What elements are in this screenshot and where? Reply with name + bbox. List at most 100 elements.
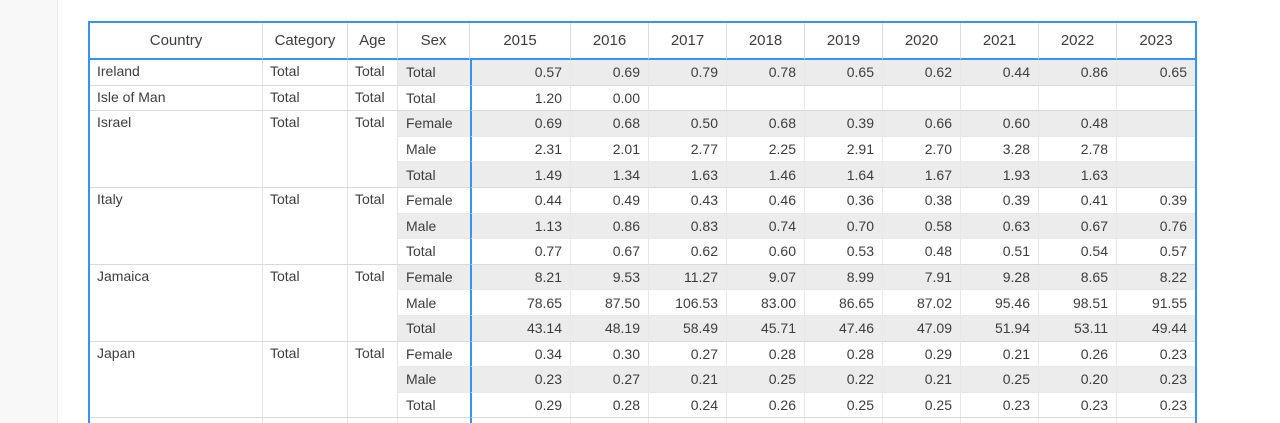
value-cell: 0.86 bbox=[1039, 60, 1117, 86]
sex-cell: Total bbox=[398, 85, 470, 112]
value-cell bbox=[1117, 136, 1195, 163]
value-cell: 0.21 bbox=[961, 341, 1039, 368]
value-cell bbox=[1117, 418, 1195, 423]
value-cell: 0.41 bbox=[1039, 187, 1117, 214]
table-row-partial bbox=[90, 418, 1195, 423]
value-cell: 0.27 bbox=[649, 341, 727, 368]
value-cell: 8.21 bbox=[470, 264, 571, 291]
value-cell: 0.65 bbox=[1117, 60, 1195, 86]
value-cell: 1.93 bbox=[961, 162, 1039, 188]
column-header-2019: 2019 bbox=[805, 23, 883, 60]
value-cell: 2.01 bbox=[571, 136, 649, 163]
left-panel bbox=[0, 0, 58, 423]
sex-cell: Total bbox=[398, 162, 470, 188]
table-row: Ireland Total Total Total 0.57 0.69 0.79 0.78 0.… bbox=[90, 60, 1195, 86]
value-cell: 0.22 bbox=[805, 367, 883, 393]
value-cell bbox=[649, 85, 727, 112]
value-cell: 0.24 bbox=[649, 392, 727, 419]
table-header-row: Country Category Age Sex 2015 2016 2017 2018 201… bbox=[90, 23, 1195, 60]
value-cell: 47.46 bbox=[805, 315, 883, 342]
value-cell: 48.19 bbox=[571, 315, 649, 342]
column-header-2017: 2017 bbox=[649, 23, 727, 60]
value-cell: 0.43 bbox=[649, 187, 727, 214]
value-cell bbox=[727, 418, 805, 423]
category-cell: Total bbox=[263, 264, 348, 342]
value-cell: 0.49 bbox=[571, 187, 649, 214]
table-row: Total 0.77 0.67 0.62 0.60 0.53 0.48 0.51 0.54 0.5… bbox=[90, 239, 1195, 265]
value-cell: 98.51 bbox=[1039, 290, 1117, 316]
value-cell: 87.50 bbox=[571, 290, 649, 316]
value-cell: 0.69 bbox=[470, 111, 571, 137]
country-cell: Japan bbox=[90, 341, 263, 419]
value-cell: 0.23 bbox=[1117, 367, 1195, 393]
category-cell: Total bbox=[263, 187, 348, 265]
value-cell: 7.91 bbox=[883, 264, 961, 291]
table-row: Male 1.13 0.86 0.83 0.74 0.70 0.58 0.63 0.67 0.76 bbox=[90, 213, 1195, 240]
country-cell: Jamaica bbox=[90, 264, 263, 342]
stub-cell bbox=[263, 418, 348, 423]
value-cell: 0.21 bbox=[649, 367, 727, 393]
value-cell: 0.67 bbox=[571, 239, 649, 265]
table-row: Japan Total Total Female 0.34 0.30 0.27 0.28 0.2… bbox=[90, 341, 1195, 419]
value-cell bbox=[961, 85, 1039, 112]
value-cell: 0.23 bbox=[1039, 392, 1117, 419]
value-cell bbox=[727, 85, 805, 112]
value-cell: 0.23 bbox=[1117, 341, 1195, 368]
category-cell: Total bbox=[263, 111, 348, 188]
age-cell: Total bbox=[348, 341, 398, 419]
category-cell: Total bbox=[263, 85, 348, 112]
value-cell: 1.64 bbox=[805, 162, 883, 188]
column-header-2022: 2022 bbox=[1039, 23, 1117, 60]
value-cell: 0.23 bbox=[470, 367, 571, 393]
value-cell: 0.48 bbox=[1039, 111, 1117, 137]
table-row: Male 78.65 87.50 106.53 83.00 86.65 87.02 95.46… bbox=[90, 290, 1195, 316]
statistics-table: Country Category Age Sex 2015 2016 2017 2018 201… bbox=[88, 21, 1197, 423]
value-cell: 0.63 bbox=[961, 213, 1039, 240]
value-cell: 0.65 bbox=[805, 60, 883, 86]
value-cell bbox=[883, 85, 961, 112]
value-cell: 0.44 bbox=[470, 187, 571, 214]
sex-cell: Total bbox=[398, 392, 470, 419]
value-cell: 0.25 bbox=[883, 392, 961, 419]
value-cell: 0.28 bbox=[571, 392, 649, 419]
category-cell: Total bbox=[263, 341, 348, 419]
value-cell: 1.46 bbox=[727, 162, 805, 188]
country-cell: Ireland bbox=[90, 60, 263, 86]
value-cell: 1.67 bbox=[883, 162, 961, 188]
value-cell bbox=[883, 418, 961, 423]
value-cell: 0.28 bbox=[727, 341, 805, 368]
value-cell bbox=[1117, 162, 1195, 188]
sex-cell bbox=[398, 418, 470, 423]
value-cell bbox=[1117, 111, 1195, 137]
value-cell bbox=[961, 418, 1039, 423]
column-header-2015: 2015 bbox=[470, 23, 571, 60]
value-cell: 0.54 bbox=[1039, 239, 1117, 265]
value-cell: 0.57 bbox=[1117, 239, 1195, 265]
table-scroll-area[interactable]: Country Category Age Sex 2015 2016 2017 2018 201… bbox=[88, 21, 1280, 423]
value-cell: 0.34 bbox=[470, 341, 571, 368]
value-cell: 0.21 bbox=[883, 367, 961, 393]
value-cell: 0.62 bbox=[883, 60, 961, 86]
value-cell: 0.62 bbox=[649, 239, 727, 265]
value-cell: 0.28 bbox=[805, 341, 883, 368]
value-cell: 0.60 bbox=[727, 239, 805, 265]
age-cell: Total bbox=[348, 85, 398, 112]
value-cell: 1.63 bbox=[1039, 162, 1117, 188]
value-cell: 8.65 bbox=[1039, 264, 1117, 291]
sex-cell: Male bbox=[398, 213, 470, 240]
sex-cell: Male bbox=[398, 367, 470, 393]
value-cell: 0.39 bbox=[961, 187, 1039, 214]
country-cell: Isle of Man bbox=[90, 85, 263, 112]
value-cell: 2.70 bbox=[883, 136, 961, 163]
table-row: Male 0.23 0.27 0.21 0.25 0.22 0.21 0.25 0.20 0.23 bbox=[90, 367, 1195, 393]
value-cell: 2.25 bbox=[727, 136, 805, 163]
value-cell: 0.78 bbox=[727, 60, 805, 86]
column-header-sex: Sex bbox=[398, 23, 470, 60]
country-cell: Israel bbox=[90, 111, 263, 188]
column-header-age: Age bbox=[348, 23, 398, 60]
value-cell: 2.77 bbox=[649, 136, 727, 163]
value-cell: 0.86 bbox=[571, 213, 649, 240]
value-cell: 0.77 bbox=[470, 239, 571, 265]
category-cell: Total bbox=[263, 60, 348, 86]
value-cell: 11.27 bbox=[649, 264, 727, 291]
